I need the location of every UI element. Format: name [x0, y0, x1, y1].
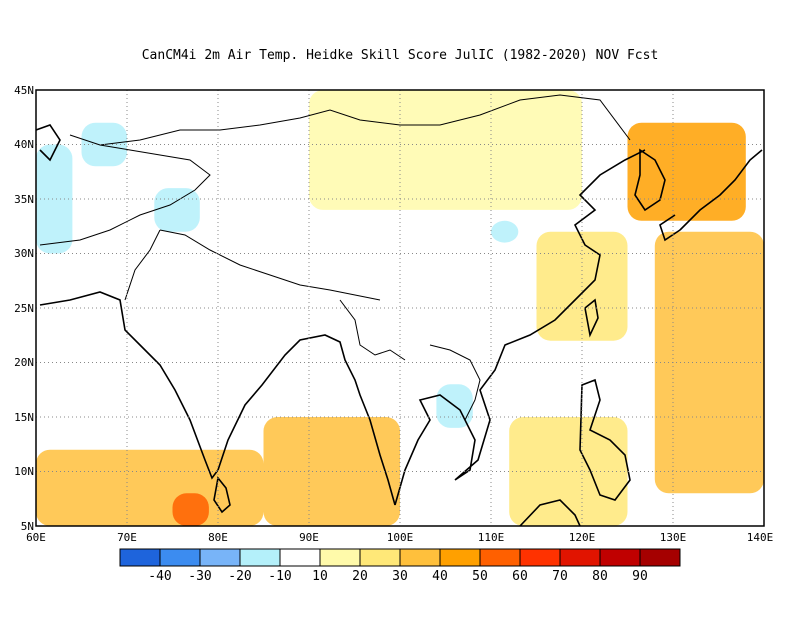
colorbar-swatch	[639, 548, 681, 567]
skill-region	[154, 188, 200, 232]
x-tick-label: 100E	[387, 531, 414, 544]
x-tick-label: 70E	[117, 531, 137, 544]
colorbar-label: -10	[268, 569, 291, 584]
coastline-indochina	[394, 149, 646, 506]
x-tick-label: 110E	[478, 531, 505, 544]
border-myanmar	[339, 299, 406, 361]
colorbar-swatch	[239, 548, 281, 567]
gridlines	[36, 90, 764, 526]
colorbar-label: 10	[312, 569, 328, 584]
colorbar-label: 20	[352, 569, 368, 584]
coastlines	[36, 124, 763, 526]
skill-region	[172, 493, 209, 526]
y-tick-label: 25N	[14, 302, 34, 315]
skill-region	[654, 231, 764, 494]
x-tick-label: 60E	[26, 531, 46, 544]
coastline-philippines	[579, 378, 631, 501]
x-tick-label: 130E	[660, 531, 687, 544]
colorbar-swatch	[439, 548, 481, 567]
colorbar-swatch	[159, 548, 201, 567]
colorbar-labels: -40 -30 -20 -10 10 20 30 40 50 60 70 80 …	[148, 569, 648, 584]
chart-title: CanCM4i 2m Air Temp. Heidke Skill Score …	[141, 48, 659, 63]
coastline-borneo	[519, 499, 581, 526]
x-axis-labels: 60E 70E 80E 90E 100E 110E 120E 130E 140E	[26, 531, 773, 544]
colorbar-label: -30	[188, 569, 211, 584]
y-tick-label: 5N	[21, 520, 34, 533]
x-tick-label: 140E	[747, 531, 774, 544]
colorbar-swatch	[279, 548, 321, 567]
y-tick-label: 10N	[14, 465, 34, 478]
x-tick-label: 80E	[208, 531, 228, 544]
colorbar-label: -40	[148, 569, 171, 584]
y-tick-label: 15N	[14, 411, 34, 424]
x-tick-label: 90E	[299, 531, 319, 544]
colorbar-label: 90	[632, 569, 648, 584]
colorbar-label: 70	[552, 569, 568, 584]
colorbar-swatch	[559, 548, 601, 567]
y-tick-label: 35N	[14, 193, 34, 206]
skill-region	[36, 449, 264, 526]
colorbar-label: -20	[228, 569, 251, 584]
coastline-korea	[634, 148, 666, 212]
colorbar-label: 40	[432, 569, 448, 584]
skill-region	[491, 220, 519, 243]
colorbar-swatch	[119, 548, 161, 567]
colorbar-swatch	[399, 548, 441, 567]
coastline-taiwan	[584, 298, 599, 338]
coastline-srilanka	[213, 476, 231, 514]
colorbar-swatch	[199, 548, 241, 567]
colorbar	[119, 548, 681, 567]
colorbar-swatch	[479, 548, 521, 567]
colorbar-swatch	[319, 548, 361, 567]
colorbar-label: 80	[592, 569, 608, 584]
colorbar-label: 30	[392, 569, 408, 584]
country-borders	[39, 94, 631, 421]
skill-region	[627, 122, 746, 221]
colorbar-swatch	[359, 548, 401, 567]
coastline-caspian	[36, 124, 61, 162]
y-axis-labels: 45N 40N 35N 30N 25N 20N 15N 10N 5N	[14, 84, 34, 533]
coastline-japan	[659, 149, 763, 242]
y-tick-label: 30N	[14, 247, 34, 260]
map-frame	[35, 89, 765, 527]
border-pak-india	[124, 229, 161, 301]
colorbar-label: 50	[472, 569, 488, 584]
coastline-india	[39, 291, 396, 506]
colorbar-swatch	[599, 548, 641, 567]
border-afghan-pak	[39, 134, 211, 246]
border-india-china	[159, 229, 381, 301]
colorbar-label: 60	[512, 569, 528, 584]
x-tick-label: 120E	[569, 531, 596, 544]
skill-region	[36, 144, 73, 254]
colorbar-swatch	[519, 548, 561, 567]
border-laos-vietnam	[429, 344, 481, 421]
y-tick-label: 20N	[14, 356, 34, 369]
skill-shading	[36, 90, 764, 526]
y-tick-label: 40N	[14, 138, 34, 151]
y-tick-label: 45N	[14, 84, 34, 97]
border-china-north	[99, 94, 631, 146]
skill-region	[263, 417, 400, 526]
skill-region	[309, 90, 582, 210]
